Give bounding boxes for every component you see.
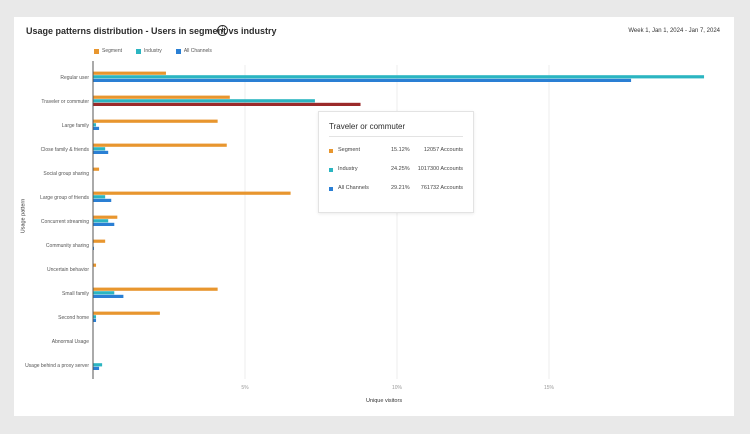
tooltip: Traveler or commuter Segment 15.12% 1205…: [318, 111, 474, 213]
bar-segment: [93, 95, 230, 99]
tooltip-divider: [329, 136, 463, 137]
x-tick-label: 10%: [392, 385, 403, 391]
y-tick-label: Small family: [62, 291, 89, 297]
tooltip-row-segment: Segment 15.12% 12057 Accounts: [329, 147, 463, 157]
y-axis-title: Usage pattern: [20, 198, 27, 234]
bar-segment: [93, 143, 227, 147]
bar-segment: [93, 119, 218, 123]
tooltip-percent: 24.25%: [391, 166, 410, 172]
y-tick-label: Regular user: [60, 75, 89, 81]
bar-segment: [93, 263, 97, 267]
bar-all-channels: [93, 198, 112, 202]
tooltip-series-name: Industry: [338, 166, 358, 172]
tooltip-percent: 15.12%: [391, 147, 410, 153]
legend-item-industry[interactable]: Industry: [136, 48, 162, 54]
chart-title: Usage patterns distribution - Users in s…: [26, 26, 277, 36]
bar-industry: [93, 99, 315, 103]
bar-segment: [93, 167, 100, 171]
legend-label: Segment: [102, 48, 123, 54]
tooltip-series-name: Segment: [338, 147, 361, 153]
x-axis-title: Unique visitors: [366, 398, 403, 404]
legend-label: All Channels: [183, 48, 212, 54]
bar-segment: [93, 287, 218, 291]
legend-swatch-all-channels: [175, 48, 181, 54]
y-tick-label: Second home: [58, 315, 89, 321]
y-tick-label: Concurrent streaming: [41, 219, 89, 225]
bar-segment: [93, 311, 160, 315]
tooltip-accounts: 1017300 Accounts: [417, 166, 463, 172]
bar-all-channels: [93, 318, 97, 322]
bar-industry: [93, 75, 705, 79]
bar-industry: [93, 195, 106, 199]
tooltip-accounts: 12057 Accounts: [423, 147, 463, 153]
tooltip-percent: 29.21%: [391, 185, 410, 191]
tooltip-swatch-all-channels: [329, 187, 333, 191]
y-tick-label: Community sharing: [46, 243, 89, 249]
chart-card: Usage patterns distribution - Users in s…: [14, 17, 734, 416]
y-tick-label: Social group sharing: [43, 171, 89, 177]
bar-segment: [93, 71, 166, 75]
bar-all-channels: [93, 102, 361, 106]
tooltip-title: Traveler or commuter: [329, 122, 406, 131]
legend-item-all-channels[interactable]: All Channels: [175, 48, 212, 54]
bar-all-channels: [93, 150, 109, 154]
y-tick-label: Abnormal Usage: [52, 339, 89, 345]
bar-industry: [93, 219, 109, 223]
bar-segment: [93, 215, 118, 219]
tooltip-row-all-channels: All Channels 29.21% 761732 Accounts: [329, 185, 463, 195]
bar-all-channels: [93, 294, 124, 298]
y-tick-label: Traveler or commuter: [41, 99, 89, 105]
bar-chart: 5% 10% 15% Regular user Traveler or commuter…: [25, 61, 705, 391]
bar-industry: [93, 315, 97, 319]
x-tick-label: 15%: [544, 385, 555, 391]
y-tick-label: Large family: [62, 123, 90, 129]
bar-segment: [93, 239, 106, 243]
legend: Segment Industry All Channels: [94, 48, 212, 54]
legend-swatch-segment: [94, 48, 99, 54]
tooltip-swatch-industry: [329, 168, 333, 172]
bar-industry: [93, 123, 97, 127]
tooltip-swatch-segment: [329, 149, 333, 153]
y-tick-label: Uncertain behavior: [47, 267, 89, 273]
y-tick-label: Usage behind a proxy server: [25, 363, 89, 369]
bar-industry: [93, 291, 115, 295]
bar-all-channels: [93, 78, 632, 82]
bar-all-channels: [93, 126, 100, 130]
tooltip-series-name: All Channels: [338, 185, 369, 191]
y-tick-label: Large group of friends: [40, 195, 89, 201]
bar-industry: [93, 363, 103, 367]
bar-segment: [93, 191, 291, 195]
y-tick-label: Close family & friends: [41, 147, 90, 153]
info-icon[interactable]: i: [217, 25, 228, 36]
legend-swatch-industry: [136, 48, 142, 54]
tooltip-accounts: 761732 Accounts: [420, 185, 463, 191]
bar-industry: [93, 147, 106, 151]
date-range[interactable]: Week 1, Jan 1, 2024 - Jan 7, 2024: [628, 28, 720, 34]
bar-all-channels: [93, 366, 100, 370]
tooltip-row-industry: Industry 24.25% 1017300 Accounts: [329, 166, 463, 176]
legend-label: Industry: [144, 48, 162, 54]
x-tick-label: 5%: [241, 385, 249, 391]
bar-all-channels: [93, 222, 115, 226]
legend-item-segment[interactable]: Segment: [94, 48, 122, 54]
